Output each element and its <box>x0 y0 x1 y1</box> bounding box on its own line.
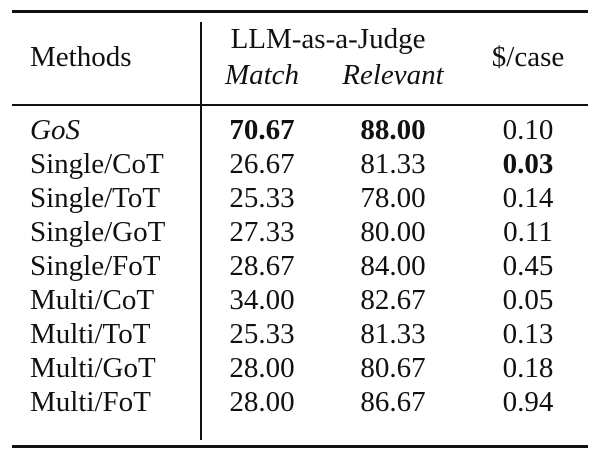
row-single-got-cost: 0.11 <box>503 216 553 248</box>
row-single-fot-cost: 0.45 <box>502 250 554 282</box>
header-rule <box>12 104 588 106</box>
row-multi-cot-cost: 0.05 <box>502 284 554 316</box>
row-single-cot-cost: 0.03 <box>502 148 554 180</box>
row-single-cot-match: 26.67 <box>229 148 295 180</box>
row-single-fot-method: Single/FoT <box>30 250 161 282</box>
row-multi-got-method: Multi/GoT <box>30 352 156 384</box>
row-multi-fot-method: Multi/FoT <box>30 386 151 418</box>
row-multi-tot-match: 25.33 <box>229 318 295 350</box>
row-single-fot-relevant: 84.00 <box>360 250 426 282</box>
column-divider <box>200 22 202 440</box>
row-multi-cot-method: Multi/CoT <box>30 284 155 316</box>
row-multi-tot-relevant: 81.33 <box>360 318 426 350</box>
row-single-cot-method: Single/CoT <box>30 148 164 180</box>
row-single-got-match: 27.33 <box>229 216 295 248</box>
header-relevant: Relevant <box>342 59 444 91</box>
row-multi-got-relevant: 80.67 <box>360 352 426 384</box>
row-single-fot-match: 28.67 <box>229 250 295 282</box>
row-multi-got-match: 28.00 <box>229 352 295 384</box>
row-single-tot-cost: 0.14 <box>502 182 554 214</box>
row-gos-match: 70.67 <box>229 114 295 146</box>
row-gos-cost: 0.10 <box>502 114 554 146</box>
row-single-tot-relevant: 78.00 <box>360 182 426 214</box>
row-single-got-relevant: 80.00 <box>360 216 426 248</box>
header-methods: Methods <box>30 41 132 73</box>
row-multi-tot-method: Multi/ToT <box>30 318 151 350</box>
row-multi-cot-relevant: 82.67 <box>360 284 426 316</box>
row-gos-method: GoS <box>30 114 80 146</box>
row-multi-cot-match: 34.00 <box>229 284 295 316</box>
row-multi-got-cost: 0.18 <box>502 352 554 384</box>
row-single-got-method: Single/GoT <box>30 216 166 248</box>
bottom-rule <box>12 445 588 448</box>
row-single-cot-relevant: 81.33 <box>360 148 426 180</box>
row-single-tot-match: 25.33 <box>229 182 295 214</box>
header-match: Match <box>224 59 300 91</box>
row-multi-tot-cost: 0.13 <box>502 318 554 350</box>
row-single-tot-method: Single/ToT <box>30 182 161 214</box>
row-gos-relevant: 88.00 <box>360 114 426 146</box>
row-multi-fot-match: 28.00 <box>229 386 295 418</box>
top-rule <box>12 10 588 13</box>
row-multi-fot-relevant: 86.67 <box>360 386 426 418</box>
header-cost: $/case <box>491 41 565 73</box>
row-multi-fot-cost: 0.94 <box>502 386 554 418</box>
header-llm-judge: LLM-as-a-Judge <box>230 23 426 55</box>
